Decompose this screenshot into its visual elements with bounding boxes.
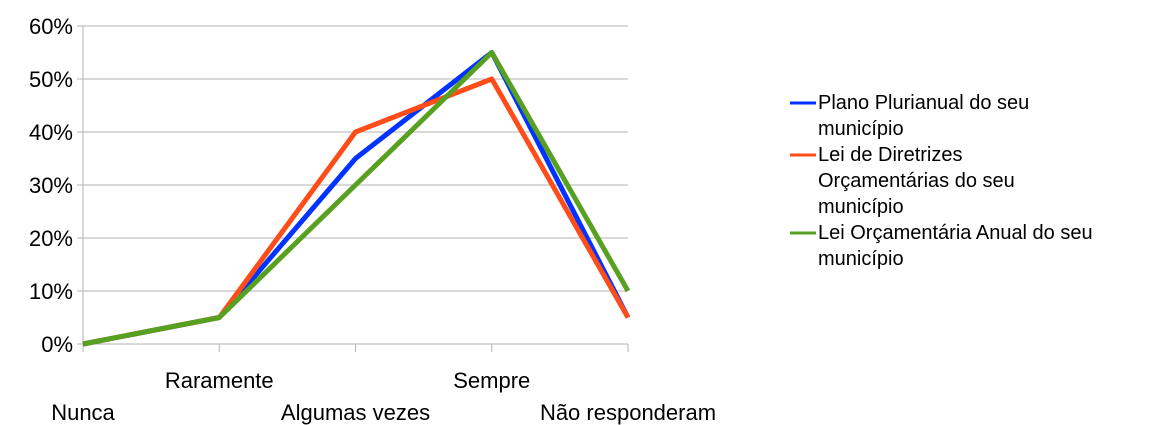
legend-label: Plano Plurianual do seu município (818, 92, 1029, 140)
y-axis: 0% 10% 20% 30% 40% 50% 60% (29, 14, 84, 357)
y-tick-label: 10% (29, 279, 73, 304)
y-tick-label: 30% (29, 173, 73, 198)
x-tick-label: Não responderam (540, 400, 716, 425)
x-axis: Nunca Raramente Algumas vezes Sempre Não res… (51, 343, 716, 425)
x-tick-label: Raramente (165, 368, 274, 393)
y-tick-label: 0% (41, 332, 73, 357)
series-lines (82, 50, 631, 347)
series-line-3 (82, 50, 631, 347)
series-line-2 (82, 76, 631, 347)
x-tick-label: Nunca (51, 400, 115, 425)
y-tick-label: 60% (29, 14, 73, 39)
legend-label: Lei Orçamentária Anual do seu município (818, 222, 1093, 270)
y-tick-label: 40% (29, 120, 73, 145)
legend-label: Lei de Diretrizes Orçamentárias do seu mun… (818, 144, 1015, 218)
series-line-1 (82, 50, 631, 347)
x-tick-label: Algumas vezes (281, 400, 430, 425)
y-tick-label: 20% (29, 226, 73, 251)
x-tick-label: Sempre (453, 368, 530, 393)
y-tick-label: 50% (29, 67, 73, 92)
